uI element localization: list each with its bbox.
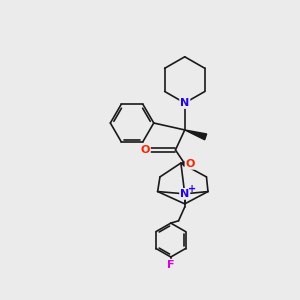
Text: +: + [188,184,196,194]
Text: O: O [185,159,195,169]
Text: N: N [180,98,189,108]
Polygon shape [185,130,207,140]
Text: F: F [167,260,175,270]
Text: O: O [140,145,150,155]
Text: N: N [180,189,189,199]
